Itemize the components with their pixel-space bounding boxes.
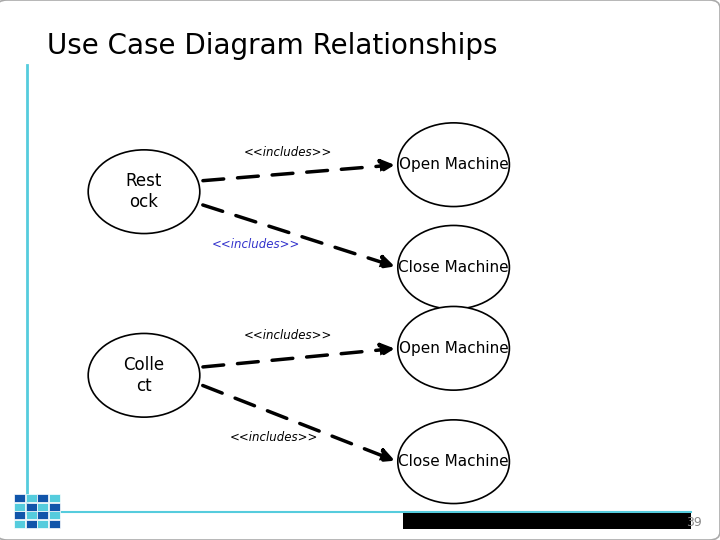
Text: <<includes>>: <<includes>> bbox=[230, 431, 318, 444]
Bar bbox=[37, 511, 48, 519]
Bar bbox=[26, 511, 37, 519]
Bar bbox=[49, 520, 60, 528]
Bar bbox=[49, 503, 60, 511]
Bar bbox=[403, 513, 691, 529]
Text: <<includes>>: <<includes>> bbox=[212, 238, 300, 251]
Text: 39: 39 bbox=[686, 516, 702, 529]
Bar bbox=[14, 503, 25, 511]
Bar bbox=[26, 503, 37, 511]
Bar bbox=[26, 494, 37, 502]
Text: Rest
ock: Rest ock bbox=[126, 172, 162, 211]
Ellipse shape bbox=[397, 307, 510, 390]
Bar bbox=[37, 503, 48, 511]
Bar bbox=[37, 494, 48, 502]
Bar bbox=[14, 520, 25, 528]
Text: Close Machine: Close Machine bbox=[398, 454, 509, 469]
Ellipse shape bbox=[397, 226, 510, 309]
Ellipse shape bbox=[397, 420, 510, 503]
Text: Close Machine: Close Machine bbox=[398, 260, 509, 275]
Bar bbox=[37, 520, 48, 528]
Bar bbox=[14, 494, 25, 502]
Text: <<includes>>: <<includes>> bbox=[244, 146, 332, 159]
Ellipse shape bbox=[89, 150, 200, 233]
Bar bbox=[49, 511, 60, 519]
Text: Open Machine: Open Machine bbox=[399, 341, 508, 356]
Ellipse shape bbox=[89, 333, 200, 417]
Text: <<includes>>: <<includes>> bbox=[244, 329, 332, 342]
Text: Colle
ct: Colle ct bbox=[123, 356, 165, 395]
Text: Use Case Diagram Relationships: Use Case Diagram Relationships bbox=[47, 32, 498, 60]
Text: Open Machine: Open Machine bbox=[399, 157, 508, 172]
Ellipse shape bbox=[397, 123, 510, 207]
Bar bbox=[26, 520, 37, 528]
Bar bbox=[49, 494, 60, 502]
Bar bbox=[14, 511, 25, 519]
